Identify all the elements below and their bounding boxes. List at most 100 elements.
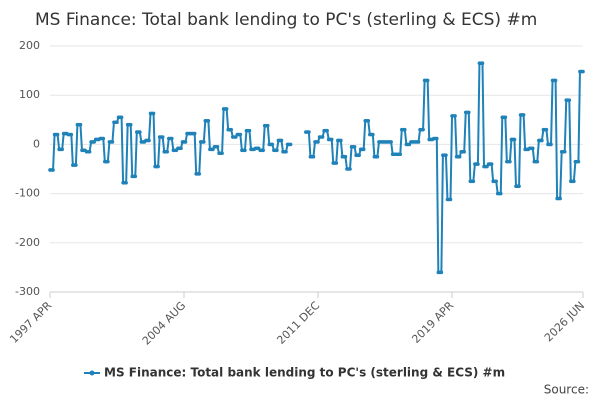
point (110, 140, 115, 144)
point (549, 142, 553, 147)
chart-title: MS Finance: Total bank lending to PC's (… (35, 10, 537, 30)
point (270, 142, 275, 147)
point (307, 130, 311, 134)
point (558, 196, 562, 201)
x-tick-label: 2019 APR (409, 299, 456, 346)
point (398, 152, 403, 157)
point (261, 148, 266, 153)
x-tick-label: 2011 DEC (274, 299, 322, 347)
point (247, 128, 252, 133)
legend-label: MS Finance: Total bank lending to PC's (… (104, 366, 505, 380)
point (279, 138, 284, 143)
point (530, 146, 535, 151)
point (444, 153, 448, 158)
point (275, 148, 279, 153)
point (106, 159, 110, 164)
point (494, 179, 498, 184)
point (51, 168, 55, 172)
point (288, 142, 293, 147)
point (503, 115, 508, 120)
point (375, 154, 380, 159)
point (567, 98, 572, 102)
point (202, 140, 206, 144)
point (471, 179, 476, 184)
point (435, 136, 439, 141)
point (316, 140, 320, 144)
point (115, 120, 119, 125)
point (361, 147, 366, 152)
point (192, 131, 197, 136)
point (462, 149, 467, 154)
y-tick-label: 100 (19, 88, 40, 101)
point (101, 136, 106, 141)
point (425, 78, 430, 83)
point (74, 163, 78, 167)
y-tick-label: -100 (15, 187, 40, 200)
x-tick-label: 2026 JUN (542, 299, 587, 344)
point (320, 135, 325, 139)
point (78, 122, 83, 127)
point (535, 159, 540, 164)
point (156, 164, 160, 169)
point (87, 149, 92, 154)
point (243, 148, 247, 153)
point (421, 127, 425, 132)
point (553, 78, 558, 83)
point (581, 69, 585, 74)
source: Source: (544, 383, 589, 397)
point (197, 172, 202, 176)
point (389, 140, 393, 144)
x-tick-label: 1997 APR (7, 299, 54, 346)
point (170, 136, 174, 141)
point (238, 132, 243, 137)
point (311, 154, 316, 159)
y-tick-label: -200 (15, 236, 40, 249)
point (403, 127, 407, 132)
point (69, 132, 74, 137)
point (334, 161, 339, 165)
point (160, 135, 165, 139)
point (439, 270, 444, 275)
point (325, 128, 329, 133)
point (512, 137, 517, 142)
point (572, 179, 576, 184)
point (55, 132, 60, 137)
point (183, 140, 188, 144)
point (229, 127, 234, 132)
point (165, 149, 170, 154)
point (138, 130, 142, 134)
line (50, 107, 291, 184)
point (128, 122, 133, 127)
point (224, 107, 229, 111)
point (339, 138, 343, 143)
point (540, 138, 544, 143)
point (466, 110, 471, 115)
point (457, 154, 462, 159)
point (220, 151, 224, 156)
point (453, 114, 457, 118)
point (147, 138, 151, 143)
point (151, 111, 156, 116)
point (476, 162, 480, 166)
point (489, 162, 494, 166)
y-tick-label: 200 (19, 39, 40, 52)
point (576, 159, 581, 164)
point (448, 197, 453, 202)
y-tick-label: 0 (33, 137, 40, 150)
point (517, 184, 521, 189)
point (348, 167, 352, 171)
point (366, 118, 371, 123)
point (119, 115, 124, 120)
point (179, 146, 183, 151)
point (265, 123, 270, 128)
point (544, 127, 549, 132)
point (352, 145, 357, 149)
x-tick-label: 2004 AUG (140, 299, 189, 348)
point (416, 140, 421, 144)
point (371, 132, 375, 137)
point (329, 137, 334, 142)
point (284, 149, 288, 154)
point (124, 180, 128, 185)
y-tick-label: -300 (15, 285, 40, 298)
